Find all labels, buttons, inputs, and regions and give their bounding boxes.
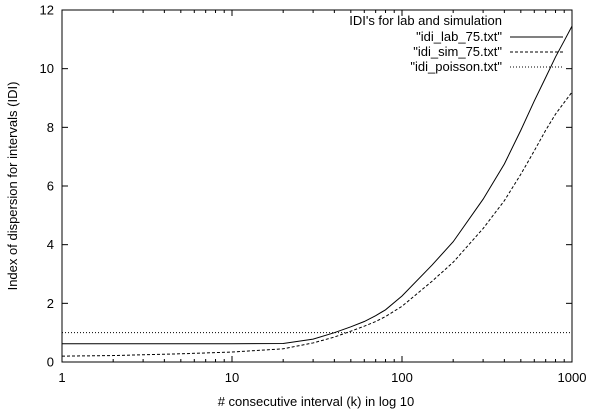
legend-entry-lab-label: "idi_lab_75.txt" — [416, 29, 502, 44]
legend: IDI's for lab and simulation "idi_lab_75… — [349, 13, 563, 74]
y-tick-label: 8 — [47, 120, 54, 135]
legend-entry-sim-label: "idi_sim_75.txt" — [413, 44, 502, 59]
y-tick-label: 6 — [47, 179, 54, 194]
x-tick-label: 10 — [225, 370, 239, 385]
y-tick-label: 0 — [47, 355, 54, 370]
y-tick-label: 4 — [47, 237, 54, 252]
series-line-sim — [61, 91, 573, 357]
x-tick-label: 1 — [58, 370, 65, 385]
axis-ticks: 0 2 4 6 8 10 12 1 10 100 1000 — [40, 3, 587, 386]
y-tick-label: 10 — [40, 61, 54, 76]
x-tick-label: 1000 — [558, 370, 587, 385]
y-tick-label: 2 — [47, 296, 54, 311]
legend-entry-poisson-label: "idi_poisson.txt" — [410, 59, 502, 74]
series-line-lab — [62, 25, 573, 345]
series-layer — [61, 25, 573, 357]
x-axis-label: # consecutive interval (k) in log 10 — [218, 394, 415, 409]
y-tick-label: 12 — [40, 3, 54, 18]
y-axis-label: Index of dispersion for intervals (IDI) — [5, 82, 20, 291]
legend-title: IDI's for lab and simulation — [349, 13, 502, 28]
x-tick-label: 100 — [391, 370, 413, 385]
